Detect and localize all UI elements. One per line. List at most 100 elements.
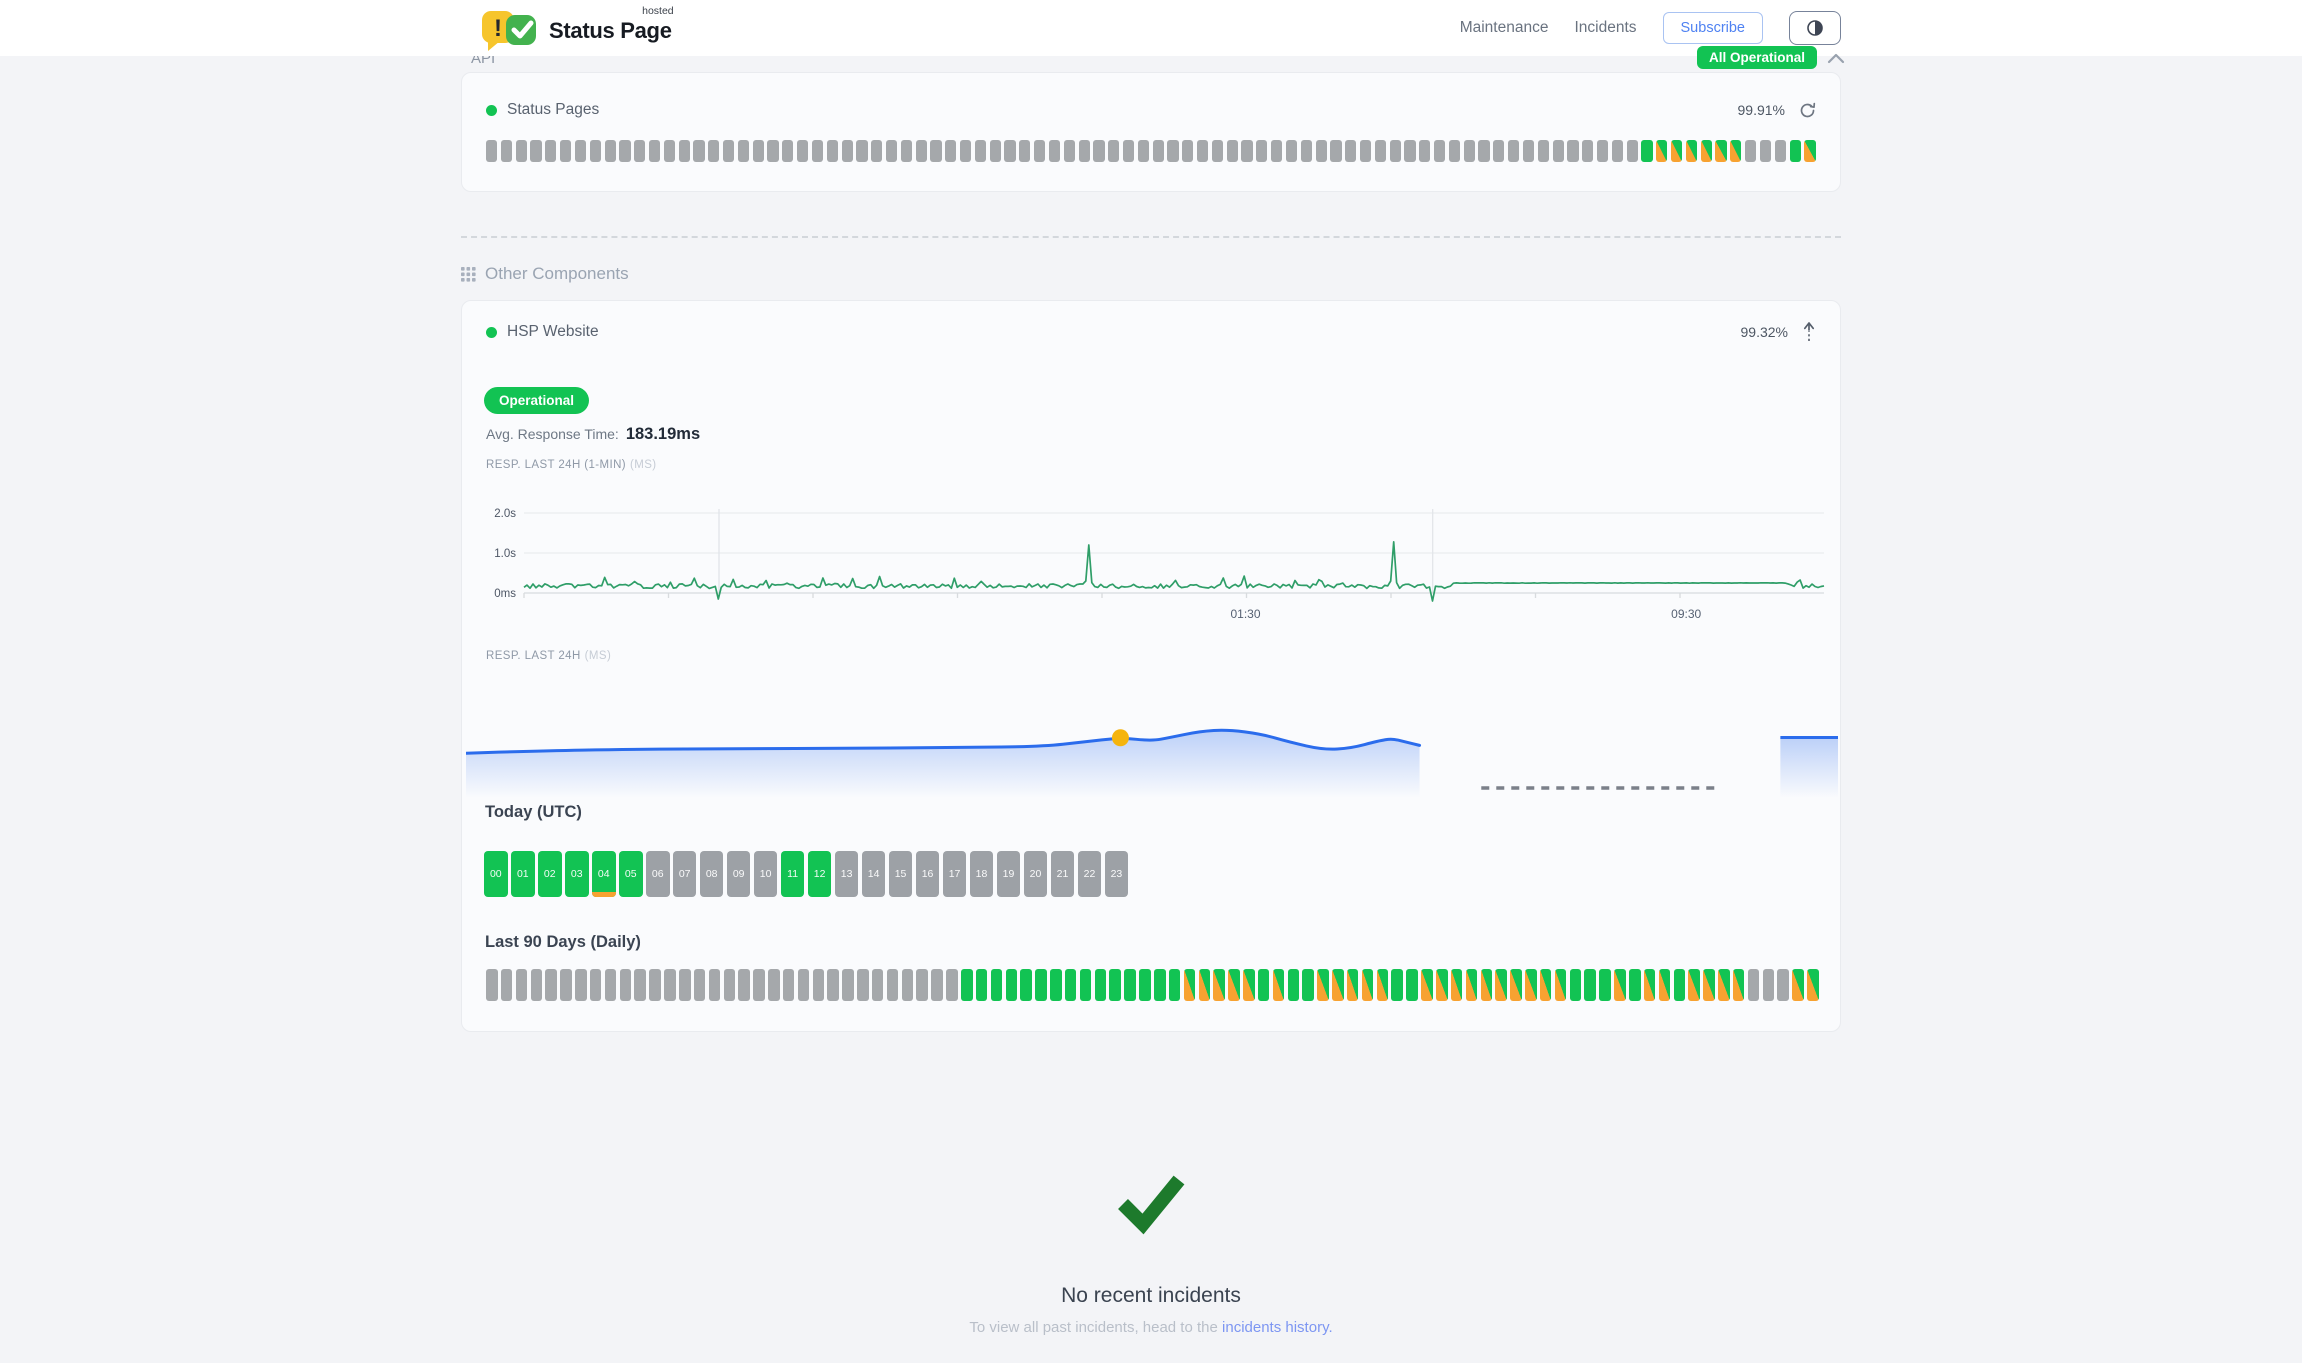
uptime-bar[interactable] bbox=[1596, 140, 1609, 162]
hour-block-12[interactable]: 12 bbox=[807, 851, 832, 897]
uptime-bar[interactable] bbox=[663, 140, 675, 162]
uptime-bar[interactable] bbox=[1480, 969, 1493, 1001]
uptime-bar[interactable] bbox=[560, 140, 572, 162]
hour-block-10[interactable]: 10 bbox=[753, 851, 778, 897]
uptime-bar[interactable] bbox=[1434, 140, 1446, 162]
uptime-bar[interactable] bbox=[1569, 969, 1582, 1001]
hour-block-11[interactable]: 11 bbox=[780, 851, 805, 897]
uptime-bar[interactable] bbox=[945, 140, 957, 162]
uptime-bar[interactable] bbox=[589, 140, 601, 162]
uptime-bar[interactable] bbox=[1391, 969, 1404, 1001]
uptime-bar[interactable] bbox=[1020, 969, 1032, 1001]
uptime-bar[interactable] bbox=[842, 969, 854, 1001]
hour-block-19[interactable]: 19 bbox=[996, 851, 1021, 897]
uptime-bar[interactable] bbox=[1747, 969, 1760, 1001]
uptime-bar[interactable] bbox=[1078, 140, 1090, 162]
collapse-button[interactable] bbox=[1802, 321, 1816, 343]
uptime-bar[interactable] bbox=[1495, 969, 1507, 1001]
uptime-bar[interactable] bbox=[752, 140, 764, 162]
uptime-bar[interactable] bbox=[827, 969, 839, 1001]
uptime-bar[interactable] bbox=[693, 140, 705, 162]
uptime-bar[interactable] bbox=[575, 969, 587, 1001]
uptime-bar[interactable] bbox=[1168, 969, 1181, 1001]
hour-block-00[interactable]: 00 bbox=[484, 851, 508, 897]
uptime-bar[interactable] bbox=[885, 140, 898, 162]
uptime-bar[interactable] bbox=[1243, 969, 1255, 1001]
hour-block-21[interactable]: 21 bbox=[1050, 851, 1075, 897]
uptime-bar[interactable] bbox=[841, 140, 853, 162]
brand-logo[interactable]: ! Status Page hosted bbox=[481, 4, 674, 52]
uptime-bar[interactable] bbox=[589, 969, 602, 1001]
uptime-bar[interactable] bbox=[961, 969, 973, 1001]
uptime-bar[interactable] bbox=[486, 140, 498, 162]
uptime-bar[interactable] bbox=[1137, 140, 1149, 162]
uptime-bar[interactable] bbox=[1257, 969, 1270, 1001]
hour-block-08[interactable]: 08 bbox=[699, 851, 724, 897]
uptime-bar[interactable] bbox=[1671, 140, 1683, 162]
uptime-bar[interactable] bbox=[708, 140, 720, 162]
uptime-bar[interactable] bbox=[1139, 969, 1151, 1001]
uptime-bar[interactable] bbox=[1317, 969, 1329, 1001]
hour-block-02[interactable]: 02 bbox=[537, 851, 562, 897]
uptime-bar[interactable] bbox=[1628, 969, 1641, 1001]
uptime-bar[interactable] bbox=[1152, 140, 1164, 162]
uptime-bar[interactable] bbox=[1153, 969, 1166, 1001]
uptime-bar[interactable] bbox=[753, 969, 765, 1001]
uptime-bar[interactable] bbox=[1093, 140, 1105, 162]
uptime-bar[interactable] bbox=[1626, 140, 1638, 162]
overall-status-badge[interactable]: All Operational bbox=[1696, 46, 1817, 69]
uptime-bar[interactable] bbox=[649, 969, 661, 1001]
hour-block-05[interactable]: 05 bbox=[618, 851, 643, 897]
uptime-bar[interactable] bbox=[1124, 969, 1136, 1001]
subscribe-button[interactable]: Subscribe bbox=[1662, 12, 1763, 44]
uptime-bar[interactable] bbox=[1211, 140, 1224, 162]
hour-block-18[interactable]: 18 bbox=[969, 851, 994, 897]
uptime-bar[interactable] bbox=[1643, 969, 1656, 1001]
response-time-area-chart[interactable] bbox=[466, 686, 1838, 798]
uptime-bar[interactable] bbox=[1700, 140, 1712, 162]
uptime-bar[interactable] bbox=[1122, 140, 1135, 162]
hour-block-17[interactable]: 17 bbox=[942, 851, 967, 897]
uptime-bar[interactable] bbox=[664, 969, 676, 1001]
uptime-bar[interactable] bbox=[1448, 140, 1461, 162]
uptime-bar[interactable] bbox=[767, 140, 779, 162]
uptime-bar[interactable] bbox=[856, 140, 868, 162]
uptime-bar[interactable] bbox=[1183, 969, 1196, 1001]
uptime-bar[interactable] bbox=[1048, 140, 1061, 162]
uptime-bar[interactable] bbox=[1582, 140, 1594, 162]
uptime-bar[interactable] bbox=[1465, 969, 1478, 1001]
incidents-history-link[interactable]: incidents history bbox=[1222, 1319, 1329, 1336]
uptime-bar[interactable] bbox=[1599, 969, 1611, 1001]
uptime-bar[interactable] bbox=[1167, 140, 1179, 162]
uptime-bar[interactable] bbox=[604, 969, 617, 1001]
uptime-bar[interactable] bbox=[1063, 140, 1075, 162]
hour-block-07[interactable]: 07 bbox=[672, 851, 697, 897]
uptime-bar[interactable] bbox=[1361, 969, 1374, 1001]
uptime-bar[interactable] bbox=[560, 969, 572, 1001]
uptime-bar[interactable] bbox=[1198, 969, 1211, 1001]
uptime-bar[interactable] bbox=[1004, 140, 1016, 162]
uptime-bar[interactable] bbox=[500, 969, 513, 1001]
uptime-bar[interactable] bbox=[990, 969, 1003, 1001]
uptime-bar[interactable] bbox=[1789, 140, 1801, 162]
uptime-bar[interactable] bbox=[1109, 969, 1121, 1001]
uptime-bar[interactable] bbox=[1673, 969, 1686, 1001]
uptime-bar[interactable] bbox=[1804, 140, 1816, 162]
uptime-bar[interactable] bbox=[1419, 140, 1431, 162]
uptime-bar[interactable] bbox=[1094, 969, 1107, 1001]
uptime-bar[interactable] bbox=[886, 969, 899, 1001]
chevron-up-icon[interactable] bbox=[1826, 52, 1846, 64]
uptime-bar[interactable] bbox=[1226, 140, 1238, 162]
uptime-bar[interactable] bbox=[1330, 140, 1342, 162]
uptime-bar[interactable] bbox=[1510, 969, 1522, 1001]
hour-block-03[interactable]: 03 bbox=[564, 851, 589, 897]
uptime-bar[interactable] bbox=[648, 140, 661, 162]
uptime-bar[interactable] bbox=[1450, 969, 1463, 1001]
uptime-bar[interactable] bbox=[1019, 140, 1031, 162]
uptime-bar[interactable] bbox=[1272, 969, 1285, 1001]
uptime-bar[interactable] bbox=[1376, 969, 1389, 1001]
uptime-bar[interactable] bbox=[1182, 140, 1194, 162]
uptime-bar[interactable] bbox=[989, 140, 1001, 162]
uptime-bar[interactable] bbox=[1552, 140, 1564, 162]
uptime-bar[interactable] bbox=[1034, 140, 1046, 162]
